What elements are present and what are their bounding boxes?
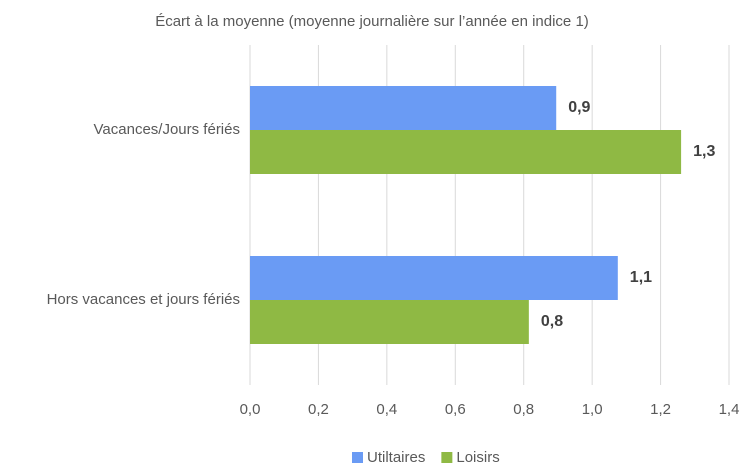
legend-label: Loisirs [456, 449, 499, 465]
x-tick-label: 1,2 [650, 401, 671, 418]
bar [250, 300, 529, 344]
x-tick-label: 1,0 [582, 401, 603, 418]
bar [250, 256, 618, 300]
y-tick-label: Hors vacances et jours fériés [47, 291, 240, 308]
chart-title: Écart à la moyenne (moyenne journalière … [155, 13, 589, 30]
legend-swatch [441, 452, 453, 463]
x-tick-label: 0,4 [376, 401, 397, 418]
legend-swatch [352, 452, 363, 463]
value-label: 0,8 [541, 313, 563, 330]
value-label: 1,1 [630, 269, 652, 286]
x-tick-label: 0,6 [445, 401, 466, 418]
x-tick-label: 0,2 [308, 401, 329, 418]
bar [250, 86, 557, 130]
x-tick-label: 1,4 [719, 401, 740, 418]
y-tick-label: Vacances/Jours fériés [94, 121, 240, 138]
value-label: 1,3 [693, 143, 715, 160]
legend-label: Utiltaires [367, 449, 425, 465]
x-tick-label: 0,0 [240, 401, 261, 418]
bar [250, 130, 682, 174]
value-label: 0,9 [568, 99, 590, 116]
x-tick-label: 0,8 [513, 401, 534, 418]
